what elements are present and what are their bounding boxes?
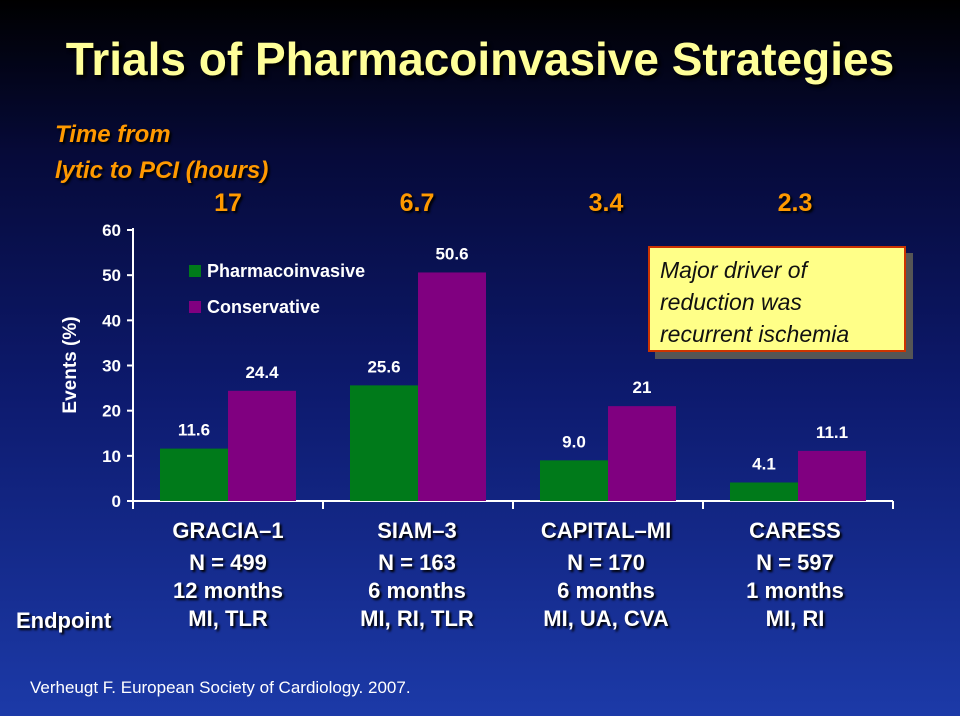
trial-endpoint: MI, RI, TLR: [360, 606, 474, 631]
time-from-lytic-label: Time from lytic to PCI (hours): [55, 117, 268, 189]
legend-swatch: [189, 265, 201, 277]
trial-n: N = 163: [378, 550, 456, 575]
endpoint-label: Endpoint: [16, 608, 112, 633]
trial-endpoint: MI, TLR: [188, 606, 268, 631]
y-tick-label: 20: [102, 402, 121, 421]
y-tick-label: 10: [102, 447, 121, 466]
trial-duration: 6 months: [557, 578, 655, 603]
y-tick-label: 30: [102, 357, 121, 376]
time-label-line2: lytic to PCI (hours): [55, 157, 269, 184]
data-label: 11.6: [178, 421, 210, 440]
bar-pharmacoinvasive: [160, 448, 228, 501]
y-axis-title: Events (%): [60, 316, 81, 413]
trial-duration: 1 months: [746, 578, 844, 603]
y-tick-label: 60: [102, 221, 121, 240]
callout-line3: recurrent ischemia: [660, 321, 850, 347]
bar-conservative: [418, 272, 486, 501]
bar-conservative: [228, 390, 296, 501]
hours-siam: 6.7: [399, 189, 435, 217]
trial-info-gracia: GRACIA–1 N = 499 12 months MI, TLR: [128, 517, 328, 633]
data-label: 25.6: [367, 357, 400, 376]
data-label: 21: [633, 378, 652, 397]
data-label: 9.0: [562, 432, 586, 451]
trial-name: CARESS: [749, 518, 841, 543]
data-label: 4.1: [752, 454, 776, 473]
legend-label: Conservative: [207, 297, 320, 317]
trial-endpoint: MI, RI: [765, 606, 825, 631]
data-label: 24.4: [245, 363, 279, 382]
chart-bars: 11.6 24.4 25.6 50.6 9.0 21 4.1 11.1: [160, 244, 866, 501]
trial-duration: 12 months: [172, 578, 284, 603]
trial-name: CAPITAL–MI: [540, 518, 672, 543]
hours-capital: 3.4: [588, 189, 624, 217]
data-label: 11.1: [816, 423, 848, 442]
legend-swatch: [189, 301, 201, 313]
legend-label: Pharmacoinvasive: [207, 261, 365, 281]
bar-conservative: [798, 450, 866, 501]
bar-pharmacoinvasive: [540, 460, 608, 501]
source-citation: Verheugt F. European Society of Cardiolo…: [30, 678, 411, 697]
trial-info-caress: CARESS N = 597 1 months MI, RI: [695, 517, 895, 633]
trial-duration: 6 months: [368, 578, 466, 603]
callout-line1: Major driver of: [660, 257, 807, 283]
trial-n: N = 597: [756, 550, 834, 575]
trial-info-siam: SIAM–3 N = 163 6 months MI, RI, TLR: [317, 517, 517, 633]
y-tick-label: 50: [102, 266, 121, 285]
hours-caress: 2.3: [777, 189, 813, 217]
trial-name: SIAM–3: [377, 518, 457, 543]
trial-name: GRACIA–1: [172, 518, 284, 543]
bar-conservative: [608, 406, 676, 501]
trial-n: N = 499: [189, 550, 267, 575]
bar-pharmacoinvasive: [350, 385, 418, 501]
y-tick-label: 40: [102, 311, 121, 330]
callout-line2: reduction was: [660, 289, 802, 315]
chart-legend: Pharmacoinvasive Conservative: [189, 261, 365, 317]
time-label-line1: Time from: [55, 121, 171, 148]
slide-title: Trials of Pharmacoinvasive Strategies: [65, 33, 895, 85]
data-label: 50.6: [435, 244, 468, 263]
trial-n: N = 170: [567, 550, 645, 575]
y-tick-label: 0: [112, 492, 121, 511]
bar-pharmacoinvasive: [730, 482, 798, 501]
trial-endpoint: MI, UA, CVA: [543, 606, 669, 631]
hours-gracia: 17: [214, 189, 242, 217]
trial-info-capital: CAPITAL–MI N = 170 6 months MI, UA, CVA: [506, 517, 706, 633]
callout-box: Major driver of reduction was recurrent …: [648, 246, 906, 352]
